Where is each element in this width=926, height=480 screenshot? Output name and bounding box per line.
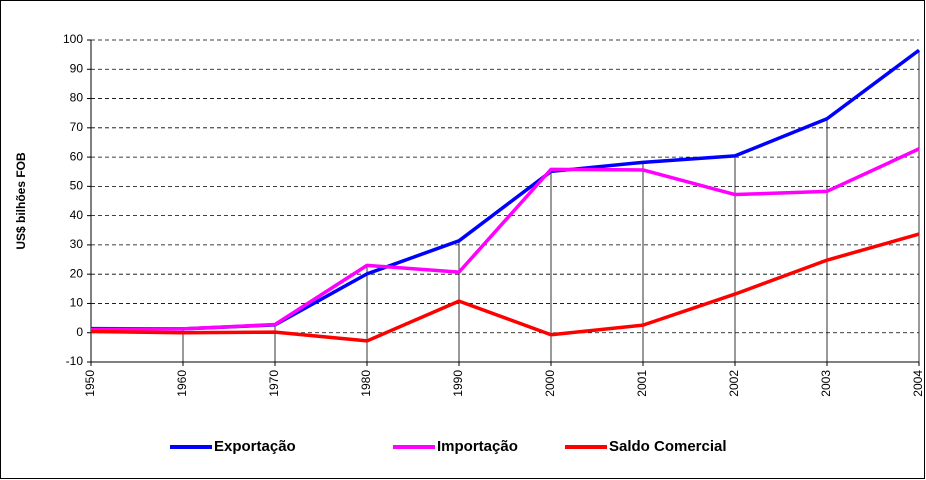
legend-label: Importação <box>437 438 518 455</box>
y-tick-label: -10 <box>66 354 84 368</box>
series-line <box>90 147 920 332</box>
x-tick-label: 1990 <box>451 370 465 397</box>
y-tick-label: 100 <box>63 32 83 46</box>
series-line <box>90 232 920 343</box>
y-tick-label: 70 <box>70 120 84 134</box>
y-tick-label: 60 <box>70 149 84 163</box>
legend-label: Exportação <box>214 438 296 455</box>
legend-label: Saldo Comercial <box>609 438 727 455</box>
y-tick-label: 80 <box>70 91 84 105</box>
y-tick-label: 40 <box>70 208 84 222</box>
y-axis-label: US$ bilhões FOB <box>14 152 28 250</box>
x-tick-label: 1960 <box>175 370 189 397</box>
x-tick-label: 1950 <box>83 370 97 397</box>
y-tick-label: 0 <box>76 325 83 339</box>
x-tick-label: 2003 <box>819 370 833 397</box>
y-tick-label: 30 <box>70 237 84 251</box>
y-tick-label: 50 <box>70 179 84 193</box>
x-tick-label: 1980 <box>359 370 373 397</box>
y-tick-label: 90 <box>70 61 84 75</box>
x-tick-label: 2002 <box>727 370 741 397</box>
x-tick-label: 2001 <box>635 370 649 397</box>
y-tick-label: 10 <box>70 296 84 310</box>
x-tick-label: 1970 <box>267 370 281 397</box>
x-tick-label: 2000 <box>543 370 557 397</box>
x-tick-label: 2004 <box>911 370 925 397</box>
y-tick-label: 20 <box>70 266 84 280</box>
